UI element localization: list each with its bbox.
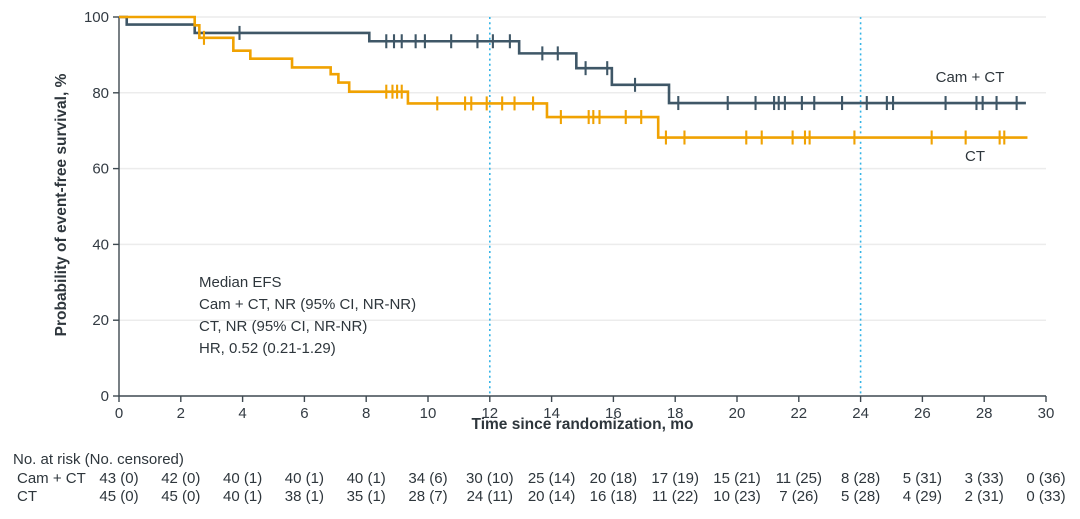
risk-cell: 40 (1) [223,470,263,487]
risk-cell: 25 (14) [527,470,576,487]
risk-cell: 5 (31) [902,470,942,487]
risk-cell: 10 (23) [713,488,761,505]
risk-cell: 40 (1) [223,488,263,505]
x-tick-label-20: 20 [729,405,746,422]
risk-cell: 45 (0) [161,488,201,505]
x-tick-label-0: 0 [115,405,123,422]
x-tick-label-18: 18 [667,405,684,422]
y-tick-label-80: 80 [92,85,109,102]
y-tick-label-60: 60 [92,161,109,178]
risk-cell: 43 (0) [99,470,139,487]
x-tick-label-10: 10 [420,405,437,422]
median-efs-annotation: Median EFS Cam + CT, NR (95% CI, NR-NR) … [199,272,416,360]
x-tick-label-12: 12 [481,405,498,422]
annotation-line-camct: Cam + CT, NR (95% CI, NR-NR) [199,296,417,313]
risk-row-label: CT [17,488,37,505]
x-tick-label-6: 6 [300,405,308,422]
risk-cell: 11 (22) [651,488,699,505]
risk-cell: 40 (1) [284,470,324,487]
risk-cell: 0 (36) [1026,470,1066,487]
risk-cell: 28 (7) [408,488,448,505]
y-axis-title: Probability of event-free survival, % [53,73,70,337]
risk-cell: 11 (25) [775,470,822,487]
x-tick-label-22: 22 [790,405,807,422]
curve-label-ct: CT [965,148,985,165]
annotation-line-title: Median EFS [199,274,282,291]
risk-cell: 20 (18) [589,470,638,487]
x-tick-label-14: 14 [543,405,560,422]
risk-cell: 7 (26) [779,488,819,505]
y-tick-label-40: 40 [92,236,109,253]
risk-cell: 3 (33) [964,470,1004,487]
risk-table-header: No. at risk (No. censored) [13,451,184,468]
x-tick-label-24: 24 [852,405,869,422]
risk-cell: 2 (31) [964,488,1004,505]
y-tick-label-100: 100 [84,9,109,26]
x-tick-label-26: 26 [914,405,931,422]
risk-cell: 20 (14) [527,488,576,505]
risk-cell: 24 (11) [466,488,513,505]
curve-label-cam-ct: Cam + CT [935,69,1005,86]
risk-cell: 38 (1) [284,488,324,505]
risk-table-row-cam-ct: Cam + CT 43 (0) 42 (0) 40 (1) 40 (1) 40 (1) 34… [0,470,1080,488]
annotation-line-hr: HR, 0.52 (0.21-1.29) [199,340,336,357]
y-tick-label-0: 0 [101,388,109,405]
risk-cell: 30 (10) [466,470,514,487]
survival-curve-ct [119,15,1028,139]
risk-cell: 0 (33) [1026,488,1066,505]
risk-cell: 34 (6) [408,470,448,487]
risk-row-label: Cam + CT [17,470,86,487]
risk-cell: 4 (29) [902,488,942,505]
risk-cell: 5 (28) [841,488,881,505]
risk-cell: 17 (19) [651,470,699,487]
x-tick-label-2: 2 [177,405,185,422]
risk-cell: 8 (28) [841,470,881,487]
x-tick-label-8: 8 [362,405,370,422]
x-tick-label-16: 16 [605,405,622,422]
x-tick-label-30: 30 [1038,405,1055,422]
x-tick-label-28: 28 [976,405,993,422]
x-tick-label-4: 4 [238,405,246,422]
risk-cell: 35 (1) [346,488,386,505]
survival-curve-cam-ct [119,15,1026,105]
risk-cell: 15 (21) [713,470,761,487]
risk-cell: 40 (1) [346,470,386,487]
y-tick-label-20: 20 [92,312,109,329]
risk-cell: 45 (0) [99,488,139,505]
risk-cell: 16 (18) [589,488,638,505]
risk-table-row-ct: CT 45 (0) 45 (0) 40 (1) 38 (1) 35 (1) 28 (7) 24… [0,488,1080,506]
risk-cell: 42 (0) [161,470,201,487]
annotation-line-ct: CT, NR (95% CI, NR-NR) [199,318,368,335]
x-axis-title: Time since randomization, mo [471,416,694,433]
